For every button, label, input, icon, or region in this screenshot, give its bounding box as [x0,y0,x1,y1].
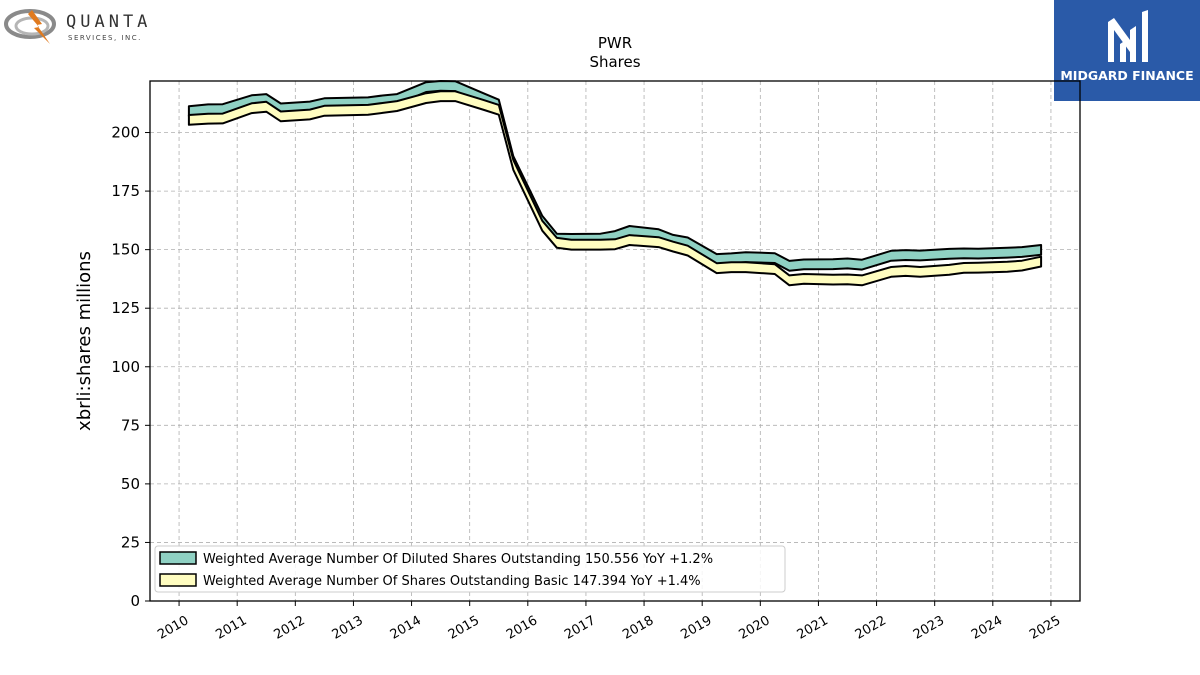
y-tick-label: 150 [111,241,140,259]
x-tick-label: 2016 [504,613,540,643]
x-tick-label: 2010 [155,613,191,643]
legend-swatch-diluted [159,551,197,565]
y-tick-label: 125 [111,299,140,317]
y-tick-label: 200 [111,124,140,142]
x-tick-label: 2019 [678,613,714,643]
x-tick-label: 2020 [736,613,772,643]
x-tick-label: 2024 [969,613,1005,643]
quanta-subtext: SERVICES, INC. [68,34,142,42]
x-tick-label: 2015 [446,613,482,643]
legend-swatch-basic [159,573,197,587]
x-tick-label: 2023 [911,613,947,643]
chart-title: PWR [598,34,632,52]
y-tick-label: 175 [111,182,140,200]
legend-label-basic: Weighted Average Number Of Shares Outsta… [203,574,701,589]
y-tick-label: 25 [121,533,140,551]
quanta-logo: QUANTA SERVICES, INC. [4,4,164,50]
series-band-basic [187,90,1043,287]
y-tick-label: 75 [121,416,140,434]
x-tick-label: 2022 [853,613,889,643]
legend-box [154,545,786,593]
series-areas [187,80,1043,287]
x-tick-label: 2017 [562,613,598,643]
y-axis-label: xbrli:shares millions [74,251,95,431]
legend: Weighted Average Number Of Diluted Share… [154,545,786,593]
quanta-wordmark: QUANTA [66,12,152,32]
quanta-swirl-bolt-icon [4,9,56,44]
x-tick-label: 2011 [213,613,249,643]
y-tick-label: 0 [130,592,140,610]
x-tick-label: 2012 [271,613,307,643]
midgard-finance-logo: MIDGARD FINANCE [1054,0,1200,101]
legend-label-diluted: Weighted Average Number Of Diluted Share… [203,552,713,567]
midgard-brand-name: MIDGARD FINANCE [1060,68,1194,83]
plot-frame [149,80,1081,602]
grid-lines [150,81,1080,602]
midgard-logo-background [1054,0,1200,101]
x-tick-label: 2018 [620,613,656,643]
y-tick-label: 50 [121,475,140,493]
x-tick-label: 2013 [330,613,366,643]
midgard-m-icon [1108,10,1148,62]
x-tick-label: 2025 [1027,613,1063,643]
x-tick-label: 2014 [388,613,424,643]
y-tick-label: 100 [111,358,140,376]
x-tick-label: 2021 [795,613,831,643]
midgard-logo-bg [1054,0,1200,101]
chart-subtitle: Shares [589,53,640,71]
